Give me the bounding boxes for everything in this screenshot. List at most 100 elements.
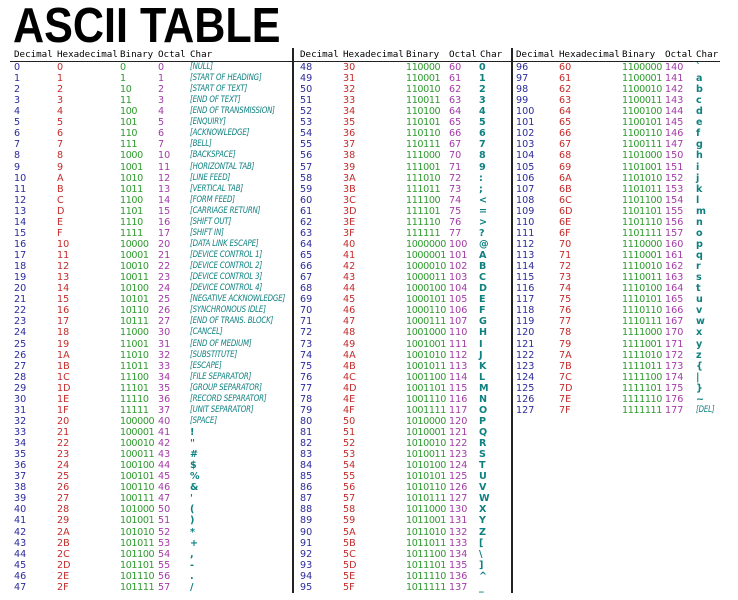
hex-cell: 68	[559, 150, 572, 162]
char-cell: H	[479, 327, 488, 339]
hex-cell: 7C	[559, 371, 572, 383]
binary-cell: 1000111	[406, 316, 446, 328]
binary-cell: 101100	[120, 548, 155, 560]
char-cell: )	[190, 515, 195, 527]
octal-cell: 167	[665, 316, 684, 328]
header-char: Char	[696, 49, 719, 60]
binary-cell: 11100	[120, 371, 149, 383]
binary-cell: 0	[120, 62, 126, 73]
hex-cell: 71	[559, 250, 572, 262]
char-cell: ^	[479, 570, 488, 582]
binary-cell: 1001000	[406, 327, 446, 339]
binary-cell: 1011001	[406, 515, 446, 527]
decimal-cell: 48	[300, 62, 313, 73]
header-decimal: Decimal	[300, 49, 339, 60]
binary-cell: 1000010	[406, 261, 446, 273]
header-octal: Octal	[158, 49, 186, 60]
octal-cell: 6	[158, 128, 165, 140]
octal-cell: 105	[449, 294, 468, 306]
binary-cell: 101011	[120, 537, 155, 549]
hex-cell: 4D	[343, 382, 357, 394]
binary-cell: 1111	[120, 227, 143, 239]
hex-cell: 38	[343, 150, 356, 162]
decimal-cell: 19	[14, 272, 27, 284]
hex-cell: 27	[57, 493, 70, 505]
char-cell: *	[190, 526, 196, 538]
binary-cell: 10110	[120, 305, 149, 317]
octal-cell: 102	[449, 261, 468, 273]
char-cell: i	[696, 161, 700, 173]
binary-cell: 110111	[406, 139, 441, 151]
octal-cell: 161	[665, 250, 684, 262]
binary-cell: 1101	[120, 205, 143, 217]
hex-cell: 7	[57, 139, 64, 151]
char-cell: |	[696, 371, 700, 383]
hex-cell: 78	[559, 327, 572, 339]
binary-cell: 1010001	[406, 426, 446, 438]
char-cell: N	[479, 393, 488, 405]
header-char: Char	[480, 49, 503, 60]
char-cell: a	[696, 73, 703, 85]
char-cell: [ACKNOWLEDGE]	[190, 128, 250, 139]
hex-cell: 40	[343, 238, 356, 250]
decimal-cell: 58	[300, 172, 313, 184]
octal-cell: 157	[665, 227, 684, 239]
octal-cell: 34	[158, 371, 171, 383]
binary-cell: 1110101	[622, 294, 662, 306]
char-cell: [SHIFT OUT]	[190, 216, 232, 227]
binary-cell: 1000001	[406, 250, 446, 262]
octal-cell: 120	[449, 415, 468, 427]
binary-cell: 1100011	[622, 95, 662, 107]
octal-cell: 162	[665, 261, 684, 273]
binary-cell: 11001	[120, 338, 149, 350]
hex-cell: 32	[343, 84, 356, 96]
decimal-cell: 113	[516, 250, 535, 262]
octal-cell: 63	[449, 95, 462, 107]
octal-cell: 155	[665, 205, 684, 217]
char-cell: B	[479, 261, 487, 273]
binary-cell: 10111	[120, 316, 149, 328]
decimal-cell: 92	[300, 548, 313, 560]
binary-cell: 1000100	[406, 283, 446, 295]
char-cell: v	[696, 305, 703, 317]
decimal-cell: 71	[300, 316, 313, 328]
char-cell: [END OF MEDIUM]	[190, 338, 252, 349]
decimal-cell: 93	[300, 559, 313, 571]
char-cell: 4	[479, 106, 486, 118]
char-cell: :	[479, 172, 483, 184]
octal-cell: 25	[158, 294, 171, 306]
decimal-cell: 81	[300, 426, 313, 438]
octal-cell: 65	[449, 117, 462, 129]
char-cell: x	[696, 327, 703, 339]
octal-cell: 125	[449, 471, 468, 483]
binary-cell: 100010	[120, 438, 155, 450]
hex-cell: 4E	[343, 393, 356, 405]
decimal-cell: 95	[300, 581, 313, 593]
octal-cell: 0	[158, 62, 165, 73]
hex-cell: 6	[57, 128, 64, 140]
decimal-cell: 46	[14, 570, 27, 582]
decimal-cell: 56	[300, 150, 313, 162]
binary-cell: 1001001	[406, 338, 446, 350]
decimal-cell: 80	[300, 415, 313, 427]
binary-cell: 100011	[120, 449, 155, 461]
binary-cell: 111100	[406, 194, 441, 206]
decimal-cell: 126	[516, 393, 535, 405]
char-cell: h	[696, 150, 703, 162]
decimal-cell: 31	[14, 404, 27, 416]
hex-cell: 29	[57, 515, 70, 527]
binary-cell: 1111011	[622, 360, 662, 372]
octal-cell: 146	[665, 128, 684, 140]
octal-cell: 133	[449, 537, 468, 549]
char-cell: [VERTICAL TAB]	[190, 183, 243, 194]
octal-cell: 66	[449, 128, 462, 140]
binary-cell: 1001010	[406, 349, 446, 361]
decimal-cell: 86	[300, 482, 313, 494]
decimal-cell: 107	[516, 183, 535, 195]
hex-cell: 6B	[559, 183, 572, 195]
octal-cell: 17	[158, 227, 171, 239]
binary-cell: 1011100	[406, 548, 446, 560]
char-cell: 0	[479, 62, 486, 73]
char-cell: m	[696, 205, 706, 217]
octal-cell: 67	[449, 139, 462, 151]
